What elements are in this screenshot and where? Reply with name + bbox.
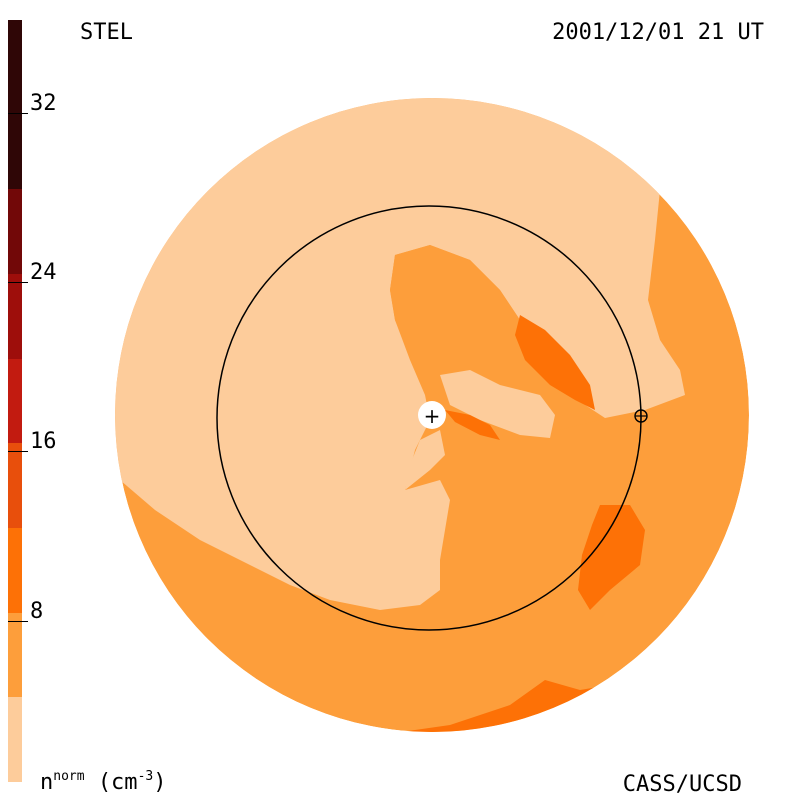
colorbar-segment [8, 20, 22, 190]
colorbar-segment [8, 358, 22, 444]
colorbar-tick [8, 620, 28, 622]
dark-streak-center [445, 410, 500, 440]
sun-marker [418, 401, 446, 429]
view-label: STEL [80, 20, 133, 45]
sun-symbol: + [424, 404, 441, 428]
colorbar-tick-label: 8 [30, 598, 44, 624]
dark-blob-right [578, 505, 645, 610]
units-open: (cm [97, 770, 138, 795]
colorbar-segment [8, 189, 22, 274]
units-sup: norm [53, 769, 85, 784]
colorbar-tick-label: 24 [30, 260, 57, 285]
units-base: n [40, 770, 54, 795]
colorbar-tick [8, 451, 28, 453]
credit-label: CASS/UCSD [622, 772, 742, 797]
units-exp: -3 [137, 769, 154, 784]
colorbar-segment [8, 274, 22, 359]
light-region [115, 98, 749, 610]
units-label: nnorm (cm-3) [40, 770, 166, 794]
colorbar-tick-label: 32 [30, 90, 57, 116]
light-tail [405, 430, 445, 490]
colorbar [8, 20, 22, 782]
colorbar-tick [8, 282, 28, 283]
units-close: ) [153, 770, 167, 795]
colorbar-segment [8, 612, 22, 698]
timestamp-label: 2001/12/01 21 UT [552, 20, 764, 45]
colorbar-segment [8, 528, 22, 613]
colorbar-segment [8, 697, 22, 782]
light-streak [440, 370, 555, 438]
colorbar-tick [8, 112, 28, 114]
dark-blob-upper [515, 315, 595, 410]
colorbar-segment [8, 443, 22, 528]
center-lobe [390, 245, 600, 430]
colorbar-tick-label: 16 [30, 429, 57, 455]
